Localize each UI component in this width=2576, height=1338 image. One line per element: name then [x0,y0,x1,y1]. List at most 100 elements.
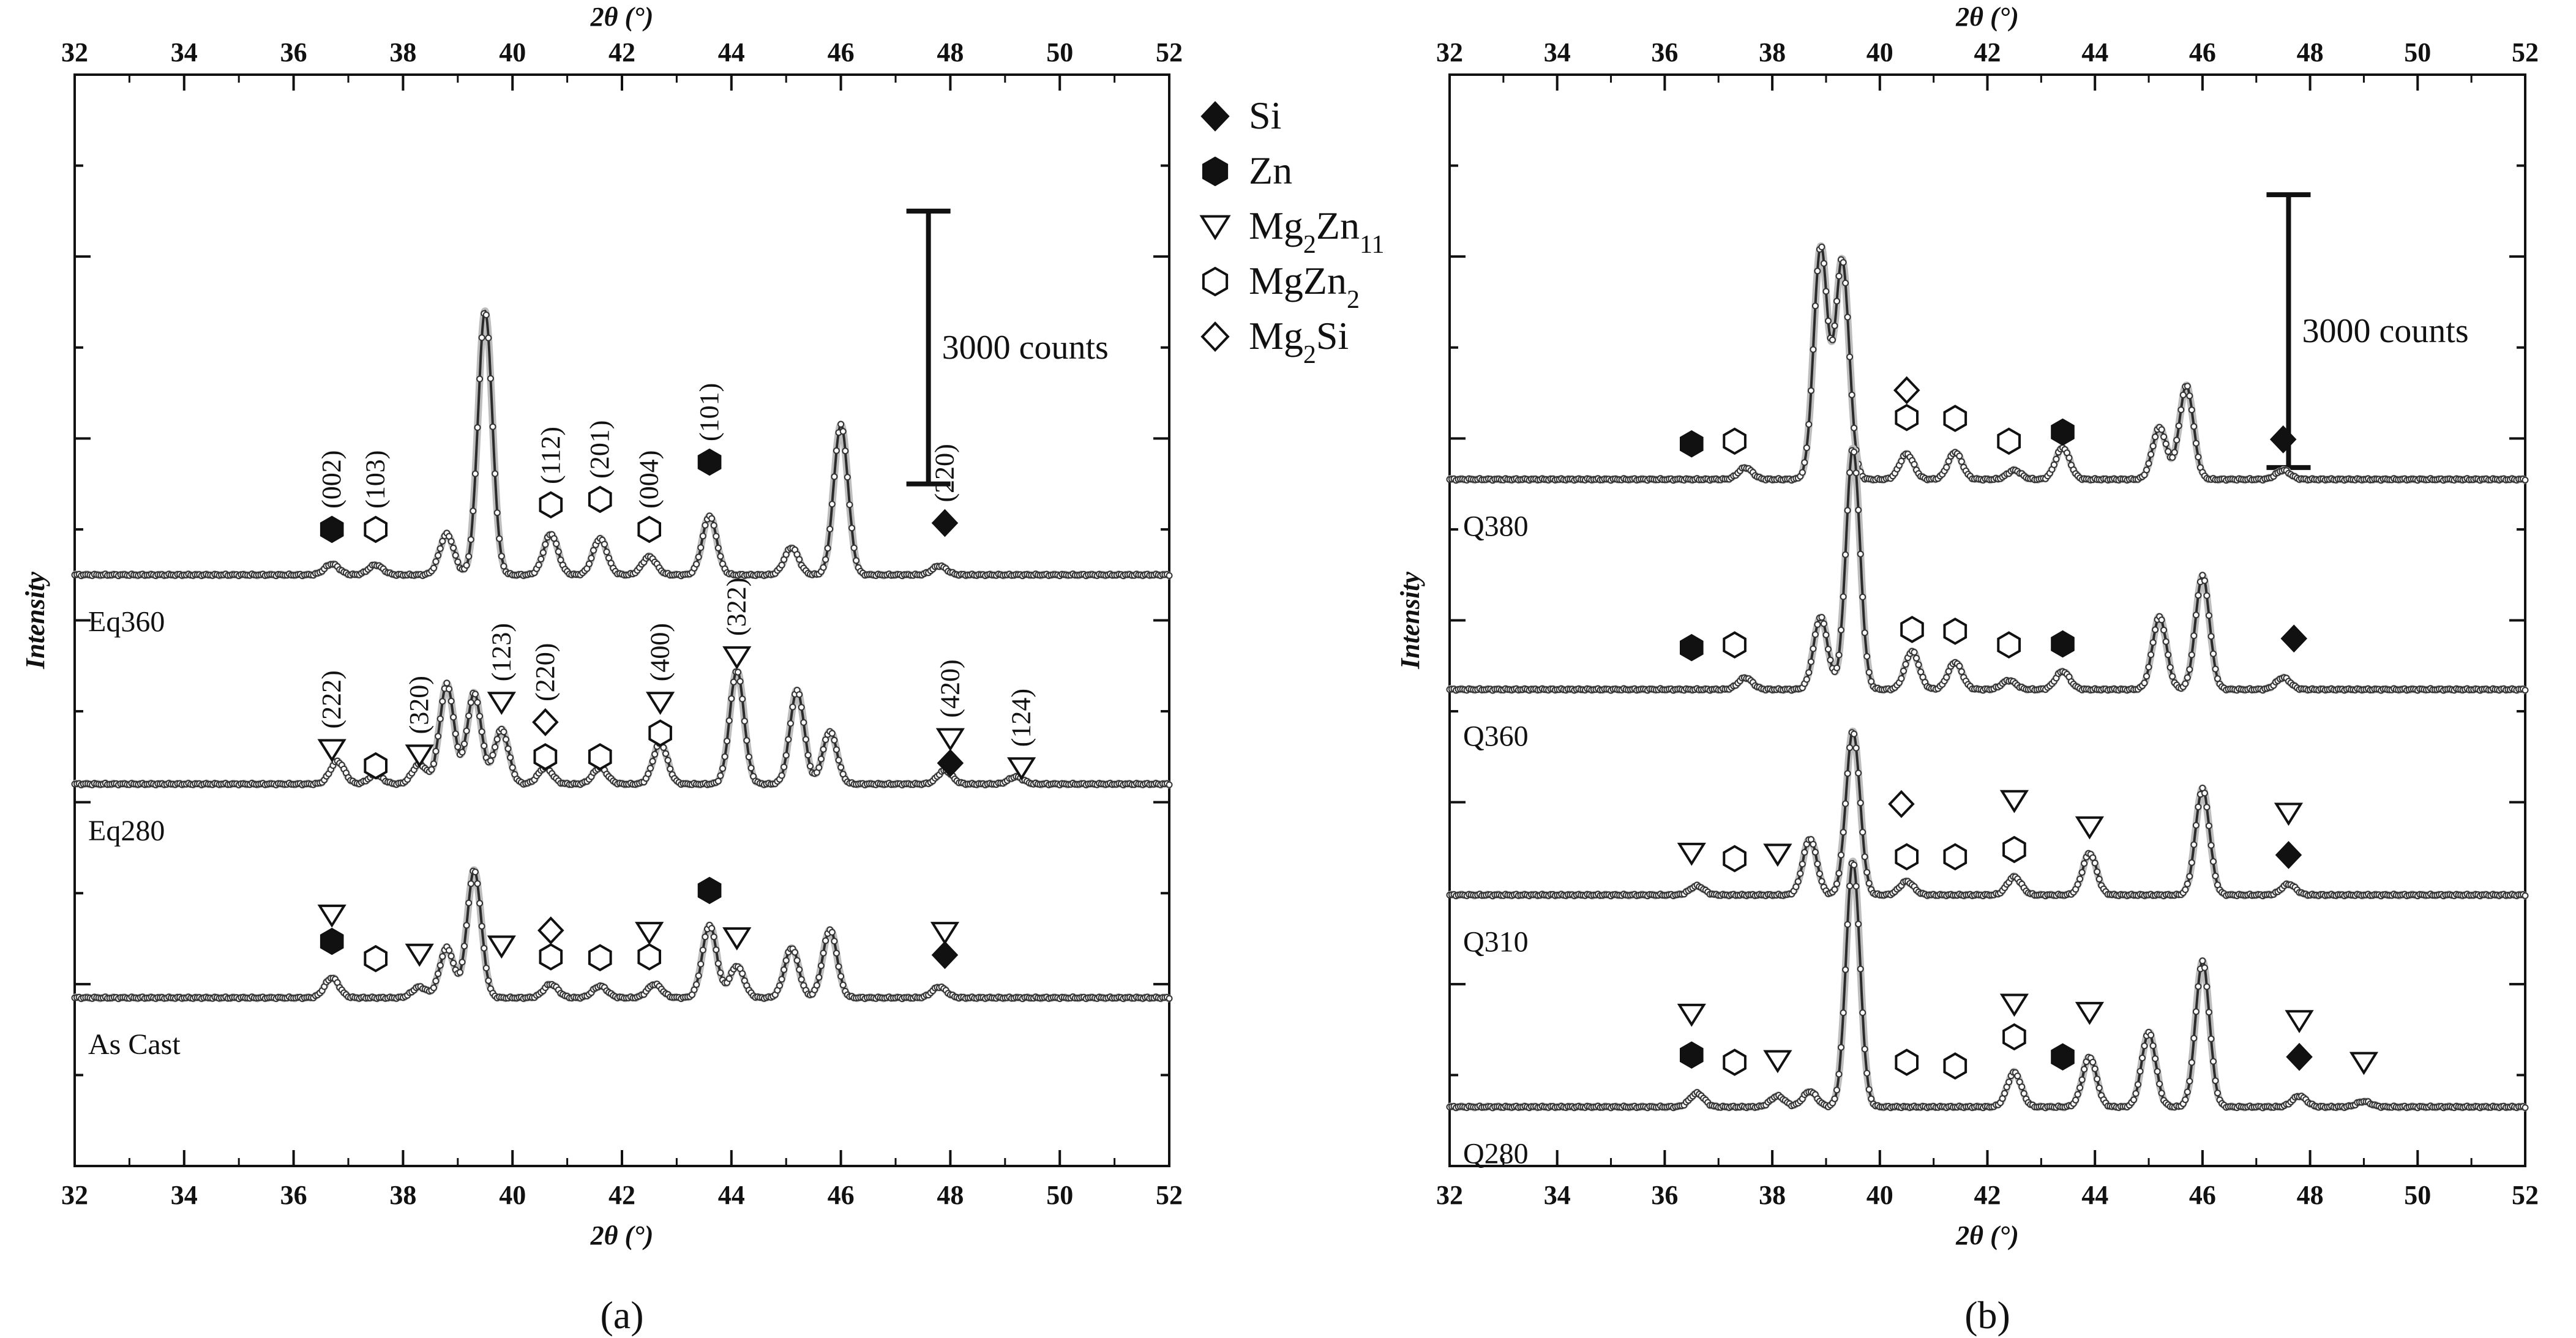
series-point [2205,1009,2212,1016]
series-point [2166,663,2174,671]
series-point [1956,452,1963,460]
series-point [2076,1084,2084,1091]
series-point [1833,297,1840,305]
series-label: Q360 [1463,720,1529,753]
series-point [2162,440,2170,447]
peak-marker-triangle-down-open [1763,1050,1792,1074]
series-point [2095,875,2103,883]
series-point [813,982,820,989]
series-point [1831,322,1838,329]
series-point [2094,1075,2101,1083]
series-point [2214,1089,2221,1097]
series-point [2081,860,2088,867]
series-point [2081,1066,2088,1073]
peak-marker-diamond-filled [2275,840,2302,869]
series-point [802,736,809,743]
series-point [2188,1059,2195,1066]
series-point [487,757,494,764]
series-point [2188,651,2195,659]
series-line-halo [1446,727,2529,900]
series-point [474,699,481,706]
panel-label: (b) [1964,1293,2010,1337]
series-point [702,933,709,941]
peak-marker-triangle-down-open [635,922,664,945]
series-point [824,545,831,552]
series-point [713,946,720,954]
series-point [1842,966,1849,973]
series-point [2147,651,2155,659]
series-point [1958,668,1965,675]
series-point [1900,667,1907,675]
series-point [1831,886,1838,893]
peak-marker-hexagon-open [1895,403,1919,432]
peak-marker-triangle-down-open [1677,842,1706,866]
x-tick-label-top: 32 [61,37,88,67]
series-point [1811,302,1819,310]
series-point [1844,770,1851,777]
series-point [542,541,549,548]
x-axis-label-top: 2θ (°) [590,2,654,32]
series-point [2160,626,2168,633]
peak-marker-diamond-filled [2269,425,2297,454]
series-point [828,501,836,508]
series-point [467,536,474,543]
series-point [1852,744,1860,752]
x-tick-label-bottom: 36 [1651,1180,1678,1210]
series-point [1825,317,1832,324]
series-point [1835,870,1843,877]
series-point [2179,391,2187,398]
series-point [2091,1065,2099,1072]
series-point [447,698,455,705]
series-point [2149,1042,2157,1049]
peak-marker-hexagon-open [588,944,612,972]
series-point [1844,313,1851,321]
peak-marker-hexagon-open [648,719,672,747]
peak-marker-triangle-down-open [1999,993,2029,1017]
series-point [2184,880,2191,888]
peak-marker-hexagon-filled [2051,418,2075,446]
series-point [1855,506,1862,514]
series-line [1448,447,2526,692]
series-label: Q280 [1463,1138,1529,1170]
series-point [1902,660,1909,668]
series-point [831,938,838,945]
series-q280: Q280 [1446,858,2529,1170]
series-point [481,742,488,749]
peak-marker-triangle-down-open [722,646,752,670]
series-point [796,966,803,973]
series-point [2145,663,2152,671]
series-point [2175,422,2182,430]
peak-index-label: (222) [316,670,346,728]
series-point [432,558,440,565]
series-point [717,969,724,976]
peak-marker-hexagon-open [1997,631,2021,659]
series-point [2152,626,2159,633]
series-point [535,561,542,569]
series-point [1822,631,1830,638]
series-point [436,545,444,552]
x-tick-label-bottom: 46 [2189,1180,2216,1210]
series-line-halo [1446,444,2529,694]
series-point [1851,861,1858,869]
series-point [837,973,845,980]
legend-marker-hexagon-filled [1202,156,1229,187]
series-point [1844,507,1851,514]
series-point [699,946,706,954]
series-point [2195,983,2202,990]
series-point [1846,353,1854,361]
series-point [822,937,829,944]
series-point [1166,572,1173,579]
series-point [439,953,446,960]
series-point [601,540,608,548]
x-tick-label-top: 42 [608,37,635,67]
series-point [2139,1055,2146,1061]
series-point [2078,1076,2086,1083]
series-point [470,507,477,515]
series-point [2203,804,2211,811]
series-line [73,869,1170,1000]
series-point [842,447,849,455]
x-axis-label-bottom: 2θ (°) [1955,1220,2019,1250]
x-tick-label-bottom: 36 [280,1180,307,1210]
peak-marker-hexagon-filled [2051,630,2075,658]
series-point [1820,620,1827,627]
